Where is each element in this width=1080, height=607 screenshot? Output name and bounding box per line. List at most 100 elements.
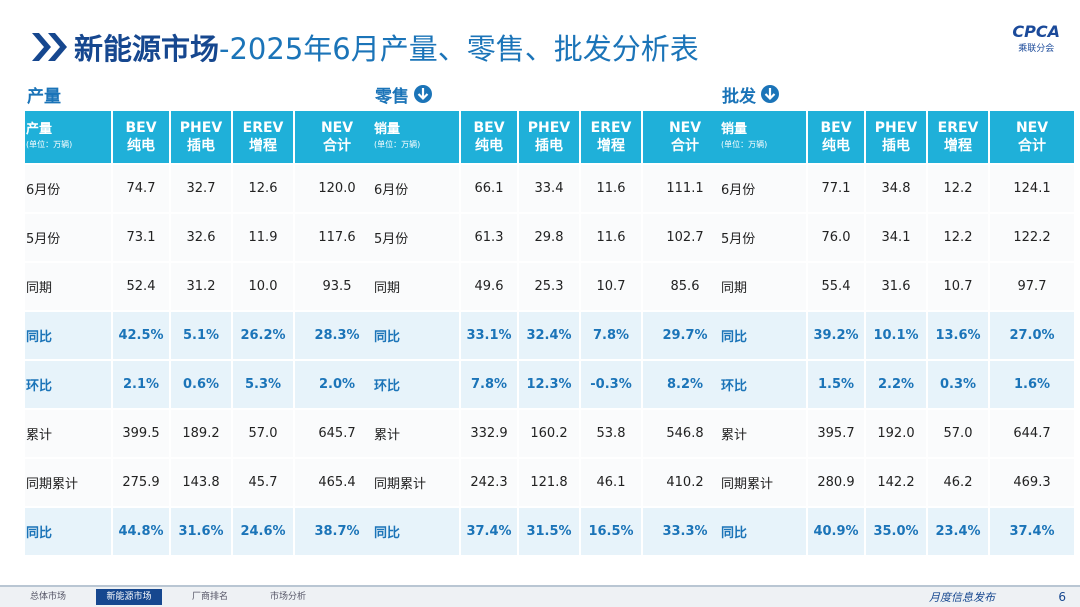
tab[interactable]: 总体市场: [29, 592, 66, 602]
column-code: PHEV: [874, 120, 918, 136]
header-row: 产量 (单位：万辆) BEV 纯电 PHEV 插电 EREV 增程 NEV 合计: [25, 111, 379, 163]
column-code: EREV: [590, 120, 632, 136]
row-label: 同比: [373, 508, 459, 555]
tab[interactable]: 新能源市场: [96, 589, 162, 605]
cell: 1.5%: [808, 361, 864, 408]
table-row: 累计 399.5 189.2 57.0 645.7: [25, 410, 379, 457]
logo-text: CPCA: [1012, 22, 1060, 41]
cell: 37.4%: [990, 508, 1074, 555]
cell: 46.1: [581, 459, 641, 506]
cell: 49.6: [461, 263, 517, 310]
row-label: 同比: [720, 312, 806, 359]
table-row: 5月份 73.1 32.6 11.9 117.6: [25, 214, 379, 261]
row-label: 6月份: [720, 165, 806, 212]
row-label: 环比: [720, 361, 806, 408]
column-code: PHEV: [527, 120, 571, 136]
column-code: EREV: [242, 120, 284, 136]
cell: 97.7: [990, 263, 1074, 310]
cell: 192.0: [866, 410, 926, 457]
tab[interactable]: 市场分析: [269, 592, 306, 602]
table-row: 同期累计 275.9 143.8 45.7 465.4: [25, 459, 379, 506]
table-row: 同比 39.2% 10.1% 13.6% 27.0%: [720, 312, 1074, 359]
cell: 42.5%: [113, 312, 169, 359]
cell: 189.2: [171, 410, 231, 457]
section-title: 零售: [375, 86, 409, 107]
cell: 12.6: [233, 165, 293, 212]
cell: 57.0: [928, 410, 988, 457]
cell: 37.4%: [461, 508, 517, 555]
cell: 31.6: [866, 263, 926, 310]
row-label: 6月份: [373, 165, 459, 212]
down-icon: [761, 85, 779, 103]
cell: 73.1: [113, 214, 169, 261]
table-row: 环比 2.1% 0.6% 5.3% 2.0%: [25, 361, 379, 408]
cell: 66.1: [461, 165, 517, 212]
cell: 11.9: [233, 214, 293, 261]
cell: 0.6%: [171, 361, 231, 408]
cell: 29.7%: [643, 312, 727, 359]
table-row: 同比 37.4% 31.5% 16.5% 33.3%: [373, 508, 727, 555]
column-name: 纯电: [127, 138, 155, 154]
column-name: 增程: [944, 138, 972, 154]
header-row: 销量 (单位：万辆) BEV 纯电 PHEV 插电 EREV 增程 NEV 合计: [720, 111, 1074, 163]
cell: 31.5%: [519, 508, 579, 555]
cell: -0.3%: [581, 361, 641, 408]
row-label: 同期: [25, 263, 111, 310]
title-rest: -2025年6月产量、零售、批发分析表: [219, 32, 699, 66]
column-code: BEV: [820, 120, 852, 136]
cell: 11.6: [581, 214, 641, 261]
row-label: 同比: [373, 312, 459, 359]
table-row: 同期 55.4 31.6 10.7 97.7: [720, 263, 1074, 310]
cell: 275.9: [113, 459, 169, 506]
column-name: 插电: [882, 138, 910, 154]
table-row: 环比 7.8% 12.3% -0.3% 8.2%: [373, 361, 727, 408]
cell: 117.6: [295, 214, 379, 261]
cell: 12.3%: [519, 361, 579, 408]
section-label: 零售: [375, 82, 433, 107]
cell: 74.7: [113, 165, 169, 212]
cell: 124.1: [990, 165, 1074, 212]
section-title: 批发: [722, 86, 756, 107]
column-name: 合计: [671, 138, 699, 154]
cell: 29.8: [519, 214, 579, 261]
corner-label: 销量: [721, 121, 748, 137]
column-name: 合计: [1018, 138, 1046, 154]
table-row: 同期累计 242.3 121.8 46.1 410.2: [373, 459, 727, 506]
column-name: 增程: [597, 138, 625, 154]
table-row: 6月份 66.1 33.4 11.6 111.1: [373, 165, 727, 212]
cell: 1.6%: [990, 361, 1074, 408]
corner-cell: 销量 (单位：万辆): [720, 111, 806, 163]
cell: 7.8%: [461, 361, 517, 408]
column-header: EREV 增程: [581, 111, 641, 163]
cell: 465.4: [295, 459, 379, 506]
row-label: 同期累计: [720, 459, 806, 506]
table-row: 同期累计 280.9 142.2 46.2 469.3: [720, 459, 1074, 506]
slogan: 月度信息发布: [929, 591, 995, 604]
cell: 469.3: [990, 459, 1074, 506]
row-label: 环比: [373, 361, 459, 408]
cell: 61.3: [461, 214, 517, 261]
cell: 143.8: [171, 459, 231, 506]
column-header: PHEV 插电: [866, 111, 926, 163]
column-code: BEV: [473, 120, 505, 136]
cell: 2.0%: [295, 361, 379, 408]
cell: 10.7: [928, 263, 988, 310]
table-row: 5月份 76.0 34.1 12.2 122.2: [720, 214, 1074, 261]
corner-cell: 销量 (单位：万辆): [373, 111, 459, 163]
table-row: 同比 42.5% 5.1% 26.2% 28.3%: [25, 312, 379, 359]
cell: 27.0%: [990, 312, 1074, 359]
cell: 93.5: [295, 263, 379, 310]
logo-sub: 乘联分会: [1018, 44, 1055, 54]
column-code: BEV: [125, 120, 157, 136]
cell: 546.8: [643, 410, 727, 457]
tab[interactable]: 厂商排名: [191, 592, 228, 602]
column-name: 纯电: [822, 138, 850, 154]
column-header: NEV 合计: [643, 111, 727, 163]
row-label: 同比: [720, 508, 806, 555]
column-header: NEV 合计: [295, 111, 379, 163]
section-title: 产量: [27, 86, 61, 107]
cell: 644.7: [990, 410, 1074, 457]
cell: 11.6: [581, 165, 641, 212]
cell: 5.1%: [171, 312, 231, 359]
cell: 45.7: [233, 459, 293, 506]
